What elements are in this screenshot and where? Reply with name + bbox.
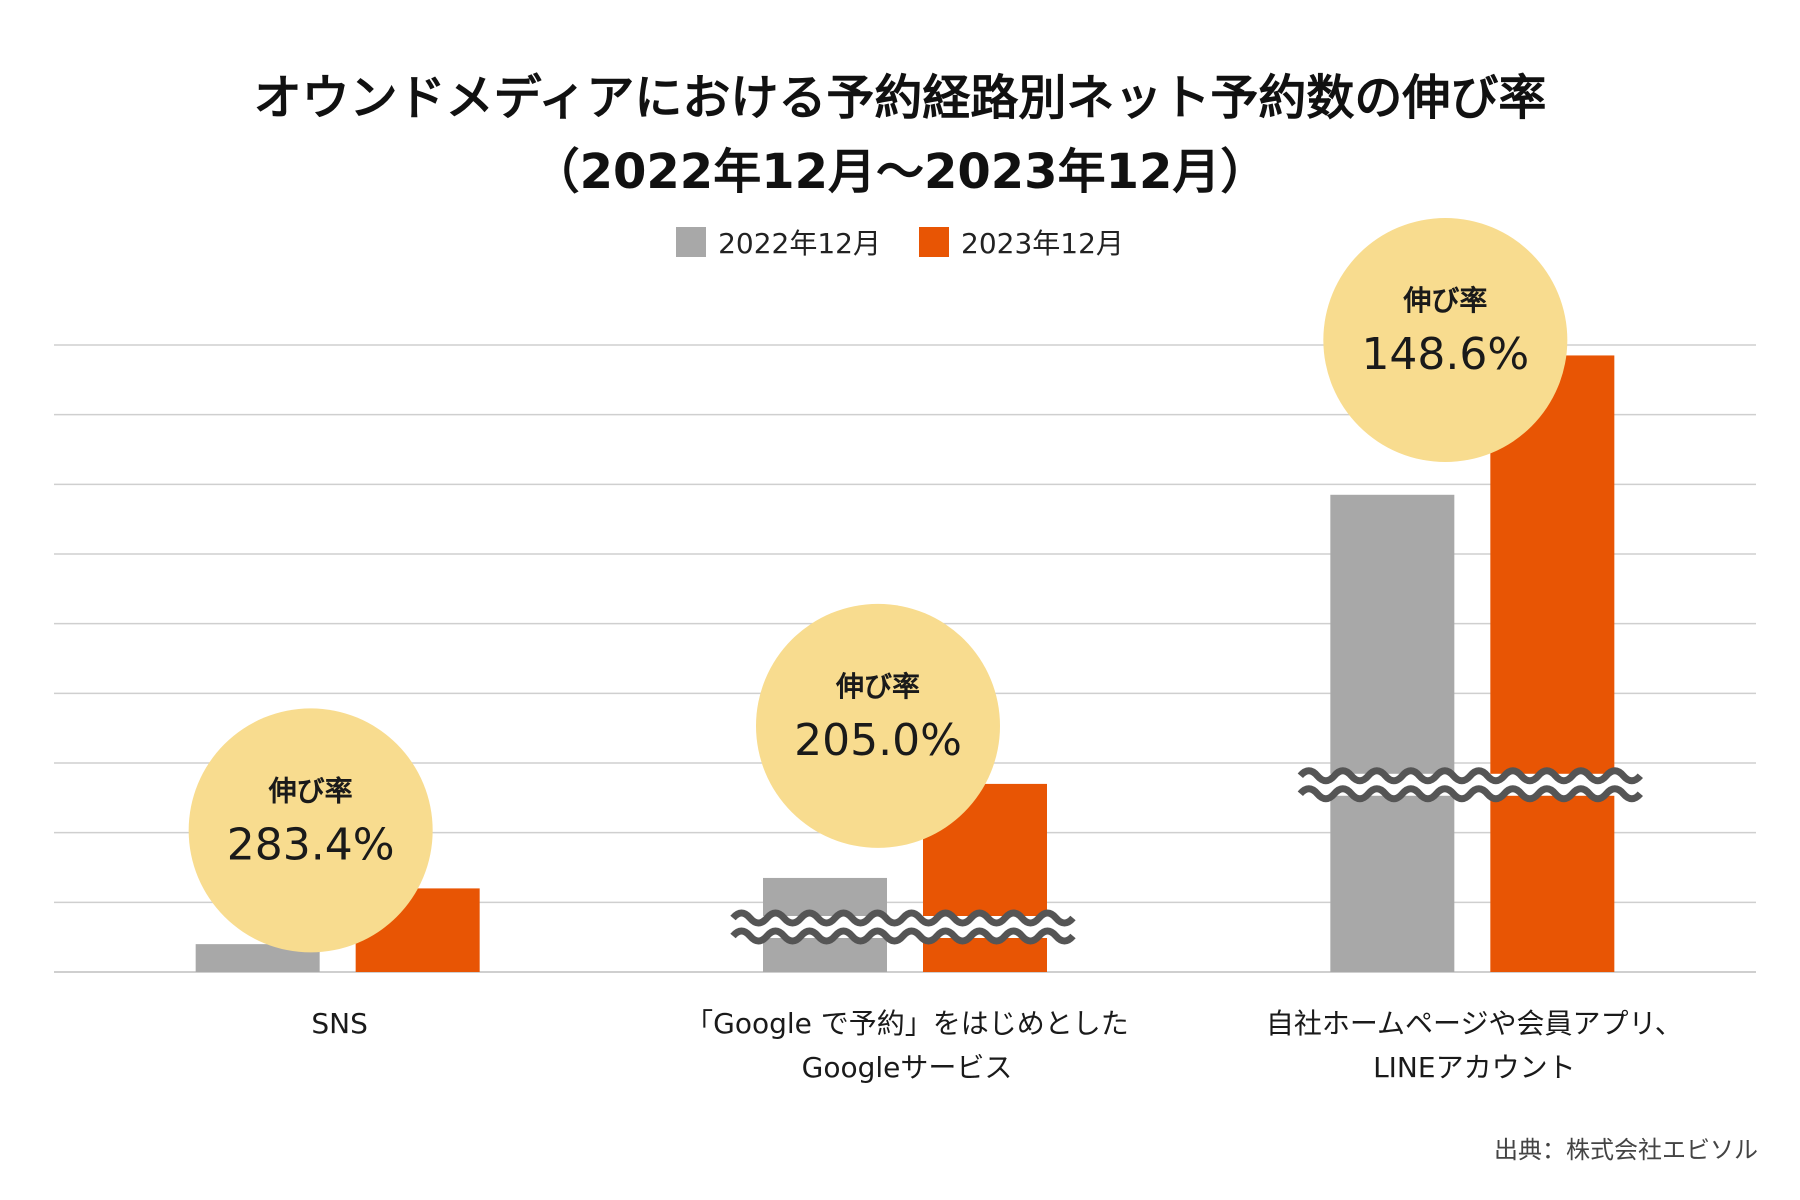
growth-bubble bbox=[756, 603, 1000, 848]
growth-bubble bbox=[188, 708, 433, 953]
bar-2022-2 bbox=[1330, 494, 1455, 972]
chart-subtitle: （2022年12月〜2023年12月） bbox=[531, 144, 1269, 200]
bar-2023-2 bbox=[1490, 355, 1615, 972]
axis-break-wave bbox=[730, 909, 1076, 927]
chart-title: オウンドメディアにおける予約経路別ネット予約数の伸び率 bbox=[253, 70, 1547, 126]
category-label: 自社ホームページや会員アプリ、 bbox=[1266, 1007, 1683, 1040]
growth-value: 148.6% bbox=[1361, 329, 1529, 380]
legend: 2022年12月 2023年12月 bbox=[0, 222, 1800, 262]
axis-break-wave bbox=[1297, 785, 1643, 803]
legend-swatch-2022 bbox=[676, 227, 707, 257]
axis-break-wave bbox=[730, 927, 1076, 945]
axis-break-wave bbox=[1297, 767, 1643, 785]
legend-item-2022: 2022年12月 bbox=[676, 222, 881, 262]
category-label: 「Google で予約」をはじめとした bbox=[685, 1007, 1129, 1040]
source-note: 出典：株式会社エビソル bbox=[1494, 1136, 1758, 1164]
category-label: Googleサービス bbox=[802, 1051, 1013, 1084]
growth-label: 伸び率 bbox=[1402, 284, 1487, 317]
category-label: LINEアカウント bbox=[1373, 1051, 1576, 1084]
legend-label-2023: 2023年12月 bbox=[961, 227, 1124, 260]
growth-value: 205.0% bbox=[794, 715, 962, 766]
growth-label: 伸び率 bbox=[268, 774, 353, 807]
growth-label: 伸び率 bbox=[835, 670, 920, 703]
category-label: SNS bbox=[311, 1007, 368, 1040]
growth-value: 283.4% bbox=[227, 819, 395, 870]
legend-swatch-2023 bbox=[919, 227, 949, 257]
legend-item-2023: 2023年12月 bbox=[919, 222, 1124, 262]
legend-label-2022: 2022年12月 bbox=[718, 227, 881, 260]
growth-bubble bbox=[1323, 218, 1568, 462]
